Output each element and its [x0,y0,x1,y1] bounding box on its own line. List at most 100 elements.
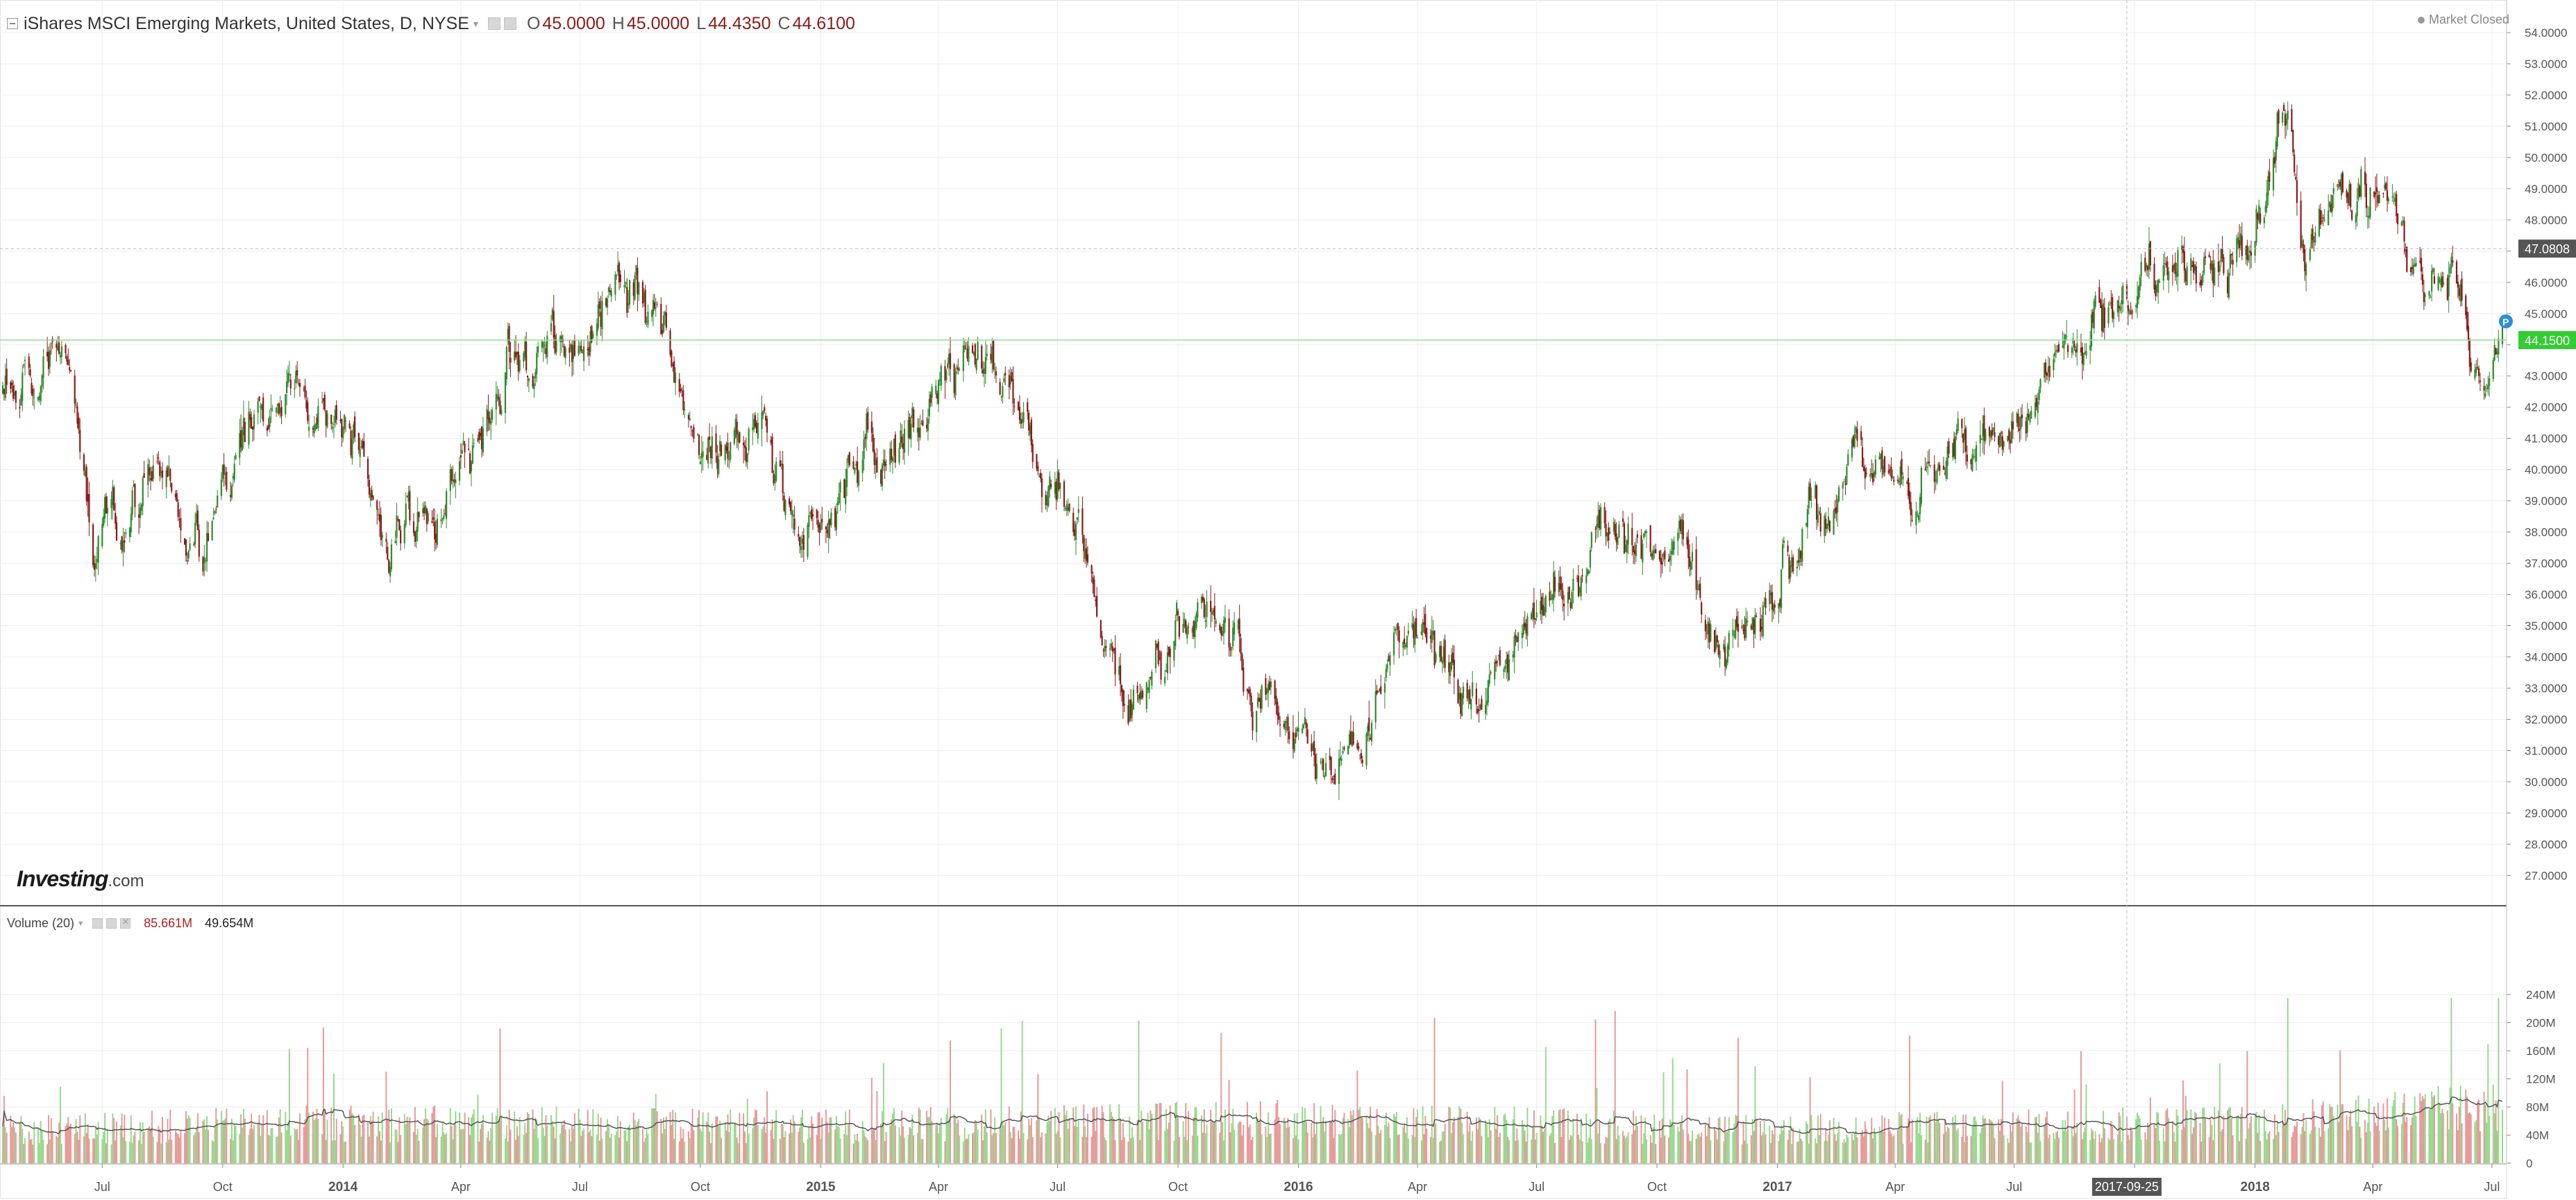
volume-bar-down [1278,1117,1280,1163]
candle-up [257,401,259,413]
volume-bar-down [15,1132,17,1163]
volume-bar-up [900,1135,902,1163]
candle-down [2246,245,2248,260]
candle-up [2432,269,2434,272]
volume-bar-up [1284,1122,1286,1163]
volume-bar-up [2430,1108,2432,1163]
candle-up [1508,659,1510,681]
candle-up [2366,215,2368,217]
volume-bar-down [1426,1128,1428,1163]
candle-up [160,471,162,473]
volume-bar-down [1942,1133,1944,1163]
candle-down [354,416,356,438]
volume-bar-up [2121,1142,2123,1163]
candle-down [673,361,675,382]
volume-bar-up [2287,998,2289,1163]
volume-bar-down [2322,1101,2324,1163]
volume-bar-down [605,1131,607,1163]
volume-bar-down [169,1110,171,1163]
volume-bar-up [1847,1137,1849,1163]
candle-down [1744,625,1746,639]
candle-up [1805,523,1808,525]
volume-bar-up [2228,1108,2230,1163]
volume-bar-up [903,1138,905,1163]
volume-bar-up [407,1123,410,1163]
volume-bar-up [1769,1125,1771,1163]
candle-down [783,496,785,512]
volume-chevron-down-icon[interactable]: ▾ [78,918,83,928]
candle-down [773,473,775,484]
candle-up [945,371,948,380]
volume-bar-up [2327,1128,2330,1163]
volume-bar-down [1329,1120,1331,1163]
volume-eye-icon[interactable] [92,918,103,929]
volume-bar-down [307,1047,309,1163]
candle-up [1851,439,1853,458]
volume-bar-down [582,1131,584,1163]
candle-down [368,480,370,495]
volume-bar-up [1726,1131,1728,1163]
candle-up [733,430,736,444]
candle-down [2199,282,2201,285]
candle-up [1673,541,1675,550]
volume-bar-up [838,1127,840,1163]
candle-down [706,455,708,460]
candle-up [1964,429,1966,440]
volume-bar-down [2110,1121,2112,1163]
volume-bar-up [1936,1111,1938,1163]
volume-bar-down [2470,1114,2472,1163]
candle-down [171,483,173,491]
volume-bar-up [2122,1107,2124,1163]
volume-bar-down [2080,1051,2082,1163]
candle-up [582,346,585,362]
volume-bar-down [2483,1091,2485,1163]
candle-down [499,400,501,414]
volume-bar-up [308,1113,310,1163]
volume-bar-up [689,1138,691,1163]
candle-down [469,453,471,474]
candle-up [753,419,755,430]
volume-bar-down [143,1131,145,1163]
volume-bar-up [2254,1115,2256,1163]
candle-up [1846,466,1848,484]
candle-up [286,381,288,394]
candle-down [1313,741,1315,756]
volume-close-icon[interactable] [120,916,131,929]
volume-bar-down [1860,1133,1862,1163]
volume-bar-down [1864,1121,1866,1163]
settings-icon[interactable] [503,17,516,30]
candle-up [2136,296,2139,308]
candle-up [2148,243,2150,270]
candle-up [935,385,937,394]
volume-bar-up [269,1135,271,1163]
volume-bar-down [180,1131,182,1163]
volume-bar-down [372,1111,374,1163]
candle-up [2249,251,2251,253]
candle-down [1603,507,1606,524]
candle-down [1704,620,1706,632]
candle-up [1268,684,1270,693]
candle-up [253,414,255,430]
candle-up [1992,428,1994,432]
candle-up [20,394,22,406]
chevron-down-icon[interactable]: ▾ [473,17,478,29]
price-axis-label: 53.0000 [2525,58,2567,71]
collapse-icon[interactable] [7,18,18,29]
volume-bar-down [79,1115,81,1163]
candle-up [1348,734,1351,745]
eye-icon[interactable] [487,17,500,30]
candle-up [1975,445,1978,462]
volume-bar-down [258,1115,260,1163]
candle-up [1222,631,1224,636]
volume-bar-up [573,1129,575,1163]
volume-bar-down [709,1131,711,1163]
volume-bar-up [675,1112,677,1163]
volume-settings-icon[interactable] [106,918,117,929]
candle-down [1037,466,1039,471]
volume-bar-up [875,1140,877,1163]
volume-bar-up [13,1127,15,1163]
candle-up [2121,300,2123,305]
candle-up [2047,366,2049,373]
